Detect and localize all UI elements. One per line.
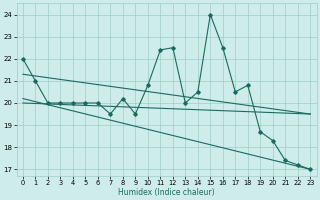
X-axis label: Humidex (Indice chaleur): Humidex (Indice chaleur): [118, 188, 215, 197]
